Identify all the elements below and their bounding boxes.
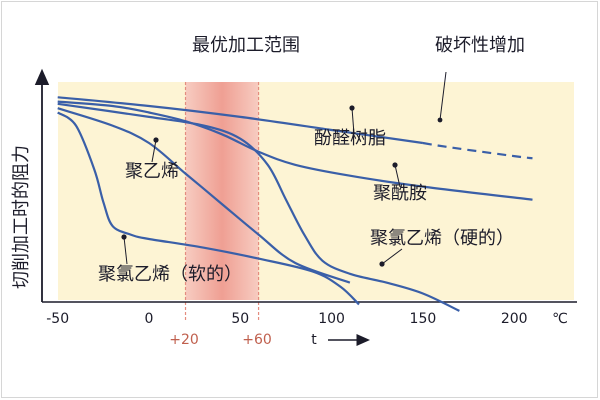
- x-tick-label: 100: [318, 311, 345, 327]
- series-leader-line: [394, 164, 401, 188]
- series-leader-dot: [349, 105, 355, 111]
- series-line-path: [57, 100, 533, 201]
- series-line-path: [57, 111, 360, 306]
- series-line: [57, 102, 460, 312]
- series-label: 聚氯乙烯（软的）: [98, 264, 242, 285]
- series-leader-dot: [121, 234, 127, 240]
- optimal-range-title: 最优加工范围: [192, 35, 300, 56]
- series-line-path: [57, 107, 351, 284]
- series-line: [57, 96, 533, 160]
- optimal-range-high-label: +60: [242, 332, 272, 348]
- series-line: [57, 107, 351, 284]
- series-label: 聚乙烯: [125, 161, 179, 182]
- x-axis-unit: ℃: [552, 311, 568, 327]
- x-tick-label: -50: [46, 311, 69, 327]
- series-leader-line: [123, 236, 128, 265]
- series-line: [57, 100, 533, 201]
- damage-increase-title: 破坏性增加: [435, 35, 525, 56]
- series-label: 酚醛树脂: [314, 128, 386, 149]
- optimal-range-low-label: +20: [169, 332, 199, 348]
- x-axis-label: t: [311, 332, 317, 348]
- y-axis-label: 切削加工时的阻力: [11, 145, 32, 289]
- series-label: 聚氯乙烯（硬的）: [370, 228, 514, 249]
- series-line-dashed: [422, 141, 533, 160]
- damage-leader-line: [439, 71, 447, 121]
- series-line-solid: [57, 96, 424, 145]
- series-leader-dot: [153, 137, 159, 143]
- x-tick-label: 200: [501, 311, 528, 327]
- series-line: [57, 111, 360, 306]
- x-tick-label: 150: [410, 311, 437, 327]
- plot-background: [58, 82, 574, 300]
- series-leader-dot: [392, 162, 398, 168]
- series-leader-line: [381, 248, 403, 265]
- series-leader-dot: [379, 261, 385, 267]
- series-leader-line: [351, 107, 355, 135]
- x-tick-label: 50: [231, 311, 249, 327]
- x-tick-label: 0: [145, 311, 154, 327]
- series-label: 聚酰胺: [373, 183, 427, 204]
- series-line-path: [57, 102, 460, 312]
- damage-leader-dot: [437, 117, 443, 123]
- series-leader-line: [151, 139, 157, 163]
